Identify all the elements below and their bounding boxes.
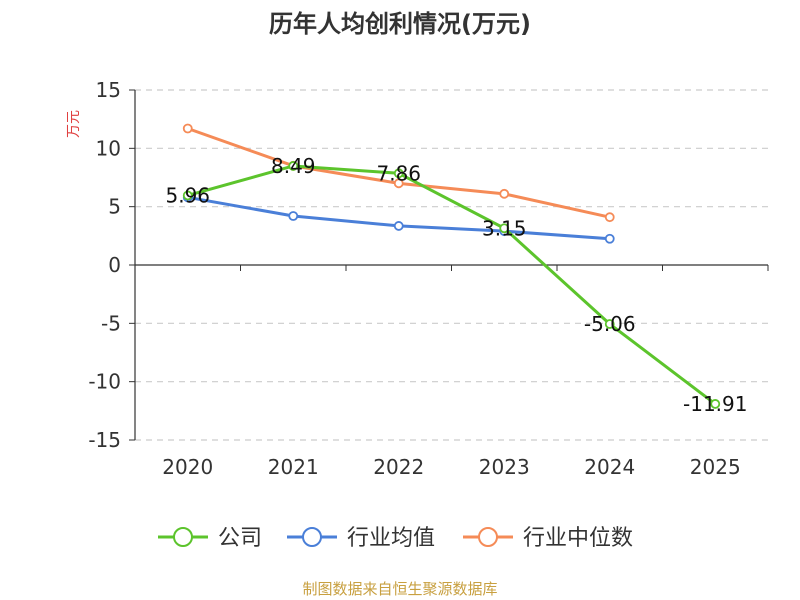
data-point [393,178,404,189]
data-point [604,319,615,329]
legend-label: 公司 [218,526,262,551]
legend-marker [478,527,498,547]
x-tick-label: 2020 [162,455,213,479]
y-tick-label: 0 [108,253,121,277]
y-tick-label: -10 [88,370,121,394]
axes: 15 10 5 0 -5 -10 -15 2020 2021 2022 2023 2024 2025 万元 [66,78,769,479]
data-label: 7.86 [376,161,421,185]
data-point [604,212,615,223]
y-tick-label: 5 [108,195,121,219]
x-tick-label: 2024 [584,455,635,479]
data-label: 3.15 [482,216,527,240]
x-tick-label: 2025 [690,455,741,479]
legend-label: 行业均值 [347,526,435,551]
y-tick-label: 15 [96,78,121,102]
legend-marker [302,527,322,547]
data-labels: 5.96 8.49 7.86 3.15 -5.06 -11.91 [165,154,747,416]
legend-marker [173,527,193,547]
x-tick-label: 2021 [268,455,319,479]
series-line [187,164,717,406]
data-point [182,123,193,134]
data-label: -11.91 [683,392,747,416]
data-point [182,190,193,201]
y-axis-label: 万元 [66,110,82,138]
legend-item[interactable]: 行业中位数 [463,526,633,551]
y-tick-label: -5 [101,311,121,335]
y-tick-label: -15 [88,428,121,452]
data-point [393,168,404,179]
data-point [499,223,510,234]
chart-title: 历年人均创利情况(万元) [269,10,531,38]
data-point [393,221,404,231]
data-label: 5.96 [165,183,210,207]
x-tick-label: 2022 [373,455,424,479]
legend: 公司 行业均值 行业中位数 [158,526,633,551]
legend-item[interactable]: 公司 [158,526,262,551]
data-point [604,233,615,244]
data-point [288,161,299,171]
data-point [288,211,299,221]
legend-item[interactable]: 行业均值 [287,526,435,551]
data-point [499,188,510,199]
y-tick-label: 10 [96,136,121,160]
data-label: -5.06 [584,312,636,336]
x-tick-label: 2023 [479,455,530,479]
source-note: 制图数据来自恒生聚源数据库 [302,580,498,598]
series-lines [182,123,721,409]
data-label: 8.49 [271,154,316,178]
data-point [710,399,721,409]
legend-label: 行业中位数 [523,526,633,551]
